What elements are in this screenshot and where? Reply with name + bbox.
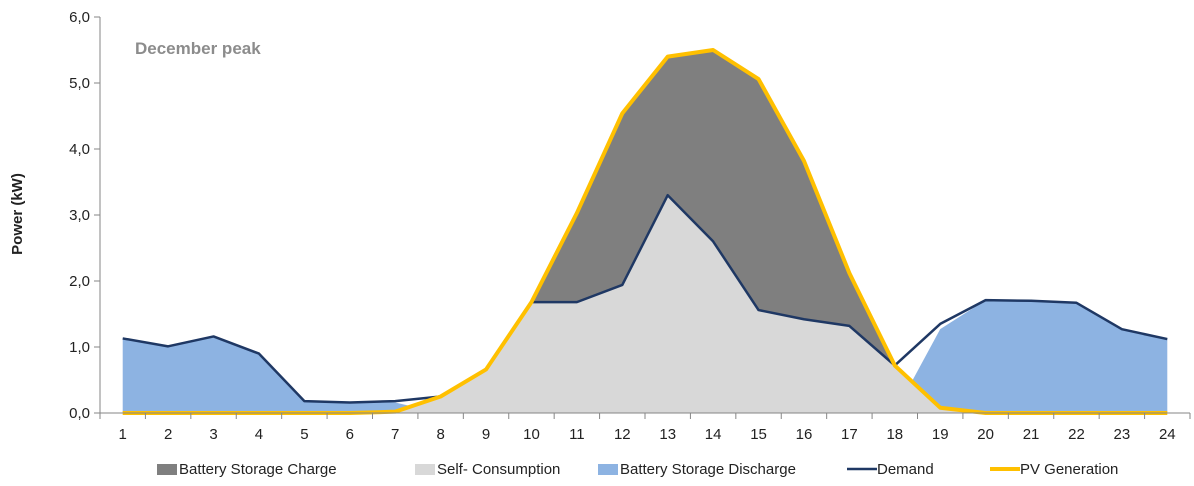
x-tick-label: 9 bbox=[482, 426, 490, 443]
x-tick-label: 21 bbox=[1023, 426, 1040, 443]
x-tick-label: 6 bbox=[346, 426, 354, 443]
legend-label-self-consumption: Self- Consumption bbox=[437, 461, 560, 478]
x-tick-label: 7 bbox=[391, 426, 399, 443]
x-tick-label: 4 bbox=[255, 426, 263, 443]
x-tick-label: 14 bbox=[705, 426, 722, 443]
area-battery-storage-discharge bbox=[122, 300, 1168, 413]
axes: 0,01,02,03,04,05,06,01 2 3 4 5 6 7 8 9 10 11 12 13 14… bbox=[69, 9, 1191, 443]
y-tick-label: 6,0 bbox=[69, 9, 90, 26]
x-tick-label: 17 bbox=[841, 426, 858, 443]
area-battery-storage-charge bbox=[122, 50, 1168, 413]
y-tick-label: 0,0 bbox=[69, 405, 90, 422]
legend-swatch-battery-storage-discharge bbox=[598, 464, 618, 475]
legend-label-demand: Demand bbox=[877, 461, 934, 478]
x-tick-label: 5 bbox=[300, 426, 308, 443]
x-tick-label: 3 bbox=[209, 426, 217, 443]
x-tick-label: 18 bbox=[886, 426, 903, 443]
legend-swatch-battery-storage-charge bbox=[157, 464, 177, 475]
x-tick-label: 8 bbox=[436, 426, 444, 443]
area-series-group bbox=[122, 50, 1168, 413]
y-axis-label: Power (kW) bbox=[9, 173, 26, 255]
legend-label-battery-storage-charge: Battery Storage Charge bbox=[179, 461, 337, 478]
x-tick-label: 16 bbox=[796, 426, 813, 443]
legend-label-pv-generation: PV Generation bbox=[1020, 461, 1118, 478]
x-tick-label: 12 bbox=[614, 426, 631, 443]
area-self-consumption bbox=[122, 195, 1168, 413]
y-tick-label: 4,0 bbox=[69, 141, 90, 158]
x-tick-label: 11 bbox=[569, 426, 585, 443]
chart-annotation: December peak bbox=[135, 39, 261, 58]
x-tick-label: 24 bbox=[1159, 426, 1176, 443]
x-tick-label: 22 bbox=[1068, 426, 1085, 443]
x-tick-label: 1 bbox=[119, 426, 127, 443]
x-tick-label: 2 bbox=[164, 426, 172, 443]
x-tick-label: 15 bbox=[750, 426, 767, 443]
line-demand bbox=[122, 193, 1168, 404]
legend-swatch-self-consumption bbox=[415, 464, 435, 475]
x-tick-label: 19 bbox=[932, 426, 949, 443]
y-tick-label: 2,0 bbox=[69, 273, 90, 290]
y-tick-label: 5,0 bbox=[69, 75, 90, 92]
legend-label-battery-storage-discharge: Battery Storage Discharge bbox=[620, 461, 796, 478]
y-tick-label: 1,0 bbox=[69, 339, 90, 356]
legend: Battery Storage Charge Self- Consumption B… bbox=[157, 461, 1118, 478]
x-tick-label: 23 bbox=[1114, 426, 1131, 443]
x-tick-label: 20 bbox=[977, 426, 994, 443]
y-tick-label: 3,0 bbox=[69, 207, 90, 224]
x-tick-label: 10 bbox=[523, 426, 540, 443]
x-tick-label: 13 bbox=[659, 426, 676, 443]
